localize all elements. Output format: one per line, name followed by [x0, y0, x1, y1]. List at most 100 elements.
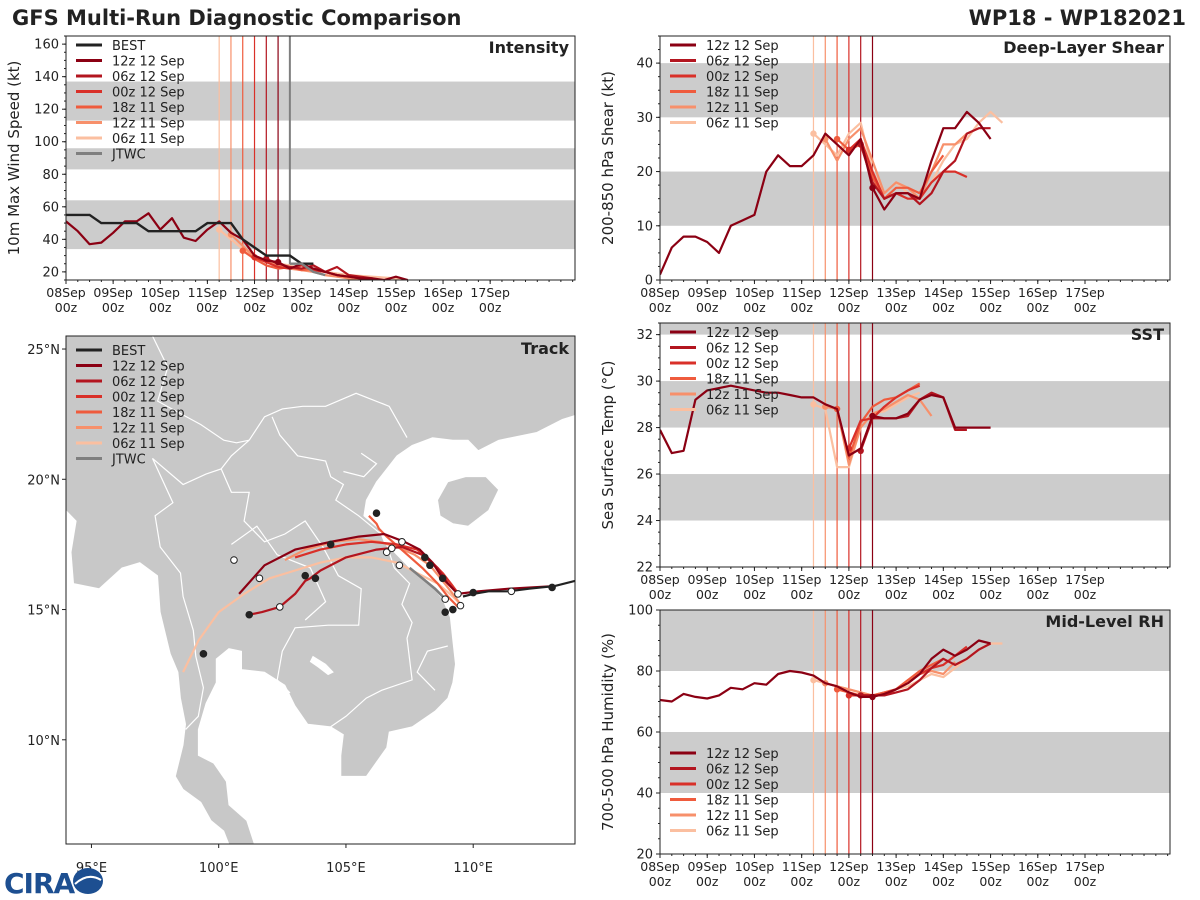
rh-xtick-day: 10Sep — [735, 859, 775, 874]
track-position-marker — [454, 590, 462, 598]
sst-xtick-day: 14Sep — [924, 572, 964, 587]
sst-legend-label: 12z 11 Sep — [706, 388, 779, 403]
shear-legend-label: 06z 11 Sep — [706, 117, 779, 132]
rh-xtick-day: 16Sep — [1018, 859, 1058, 874]
province-lines-3 — [416, 645, 448, 691]
sst-band-0 — [660, 474, 1170, 521]
shear-xtick-day: 15Sep — [971, 285, 1011, 300]
shear-series-1 — [859, 127, 991, 206]
intensity-title: Intensity — [489, 38, 570, 57]
sst-xtick-day: 11Sep — [782, 572, 822, 587]
shear-xtick-day: 12Sep — [829, 285, 869, 300]
intensity-ylabel: 10m Max Wind Speed (kt) — [5, 61, 23, 256]
intensity-band-0 — [66, 200, 575, 250]
rh-xtick-hour: 00z — [696, 874, 719, 889]
intensity-ytick-label: 160 — [34, 38, 59, 53]
track-position-marker — [398, 538, 406, 546]
shear-title: Deep-Layer Shear — [1003, 38, 1164, 57]
sst-ytick-label: 26 — [636, 468, 653, 483]
intensity-xtick-hour: 00z — [290, 300, 313, 315]
sst-xtick-hour: 00z — [885, 587, 908, 602]
shear-xtick-hour: 00z — [979, 300, 1002, 315]
sst-ytick-label: 24 — [636, 514, 653, 529]
track-legend-label: JTWC — [111, 453, 146, 468]
shear-xtick-day: 10Sep — [735, 285, 775, 300]
rh-title: Mid-Level RH — [1045, 612, 1164, 631]
rh-xtick-hour: 00z — [743, 874, 766, 889]
shear-ytick-label: 10 — [636, 219, 653, 234]
track-legend-label: 06z 11 Sep — [112, 437, 185, 452]
intensity-xtick-day: 16Sep — [423, 285, 463, 300]
intensity-jtwc-line — [289, 262, 326, 277]
cira-logo: CIRA — [4, 867, 103, 900]
track-lon-label: 110°E — [453, 861, 493, 876]
shear-series-2 — [848, 137, 968, 200]
rh-xtick-hour: 00z — [932, 874, 955, 889]
rh-legend-label: 12z 12 Sep — [706, 747, 779, 762]
shear-ytick-label: 40 — [636, 57, 653, 72]
sst-xtick-day: 15Sep — [971, 572, 1011, 587]
rh-xtick-day: 11Sep — [782, 859, 822, 874]
intensity-band-1 — [66, 148, 575, 170]
storm-id: WP18 - WP182021 — [968, 6, 1186, 30]
border-vietnam-laos-cambodia — [271, 416, 413, 728]
track-position-marker — [387, 544, 396, 553]
shear-init-dot-3 — [833, 135, 841, 143]
rh-ytick-label: 100 — [628, 604, 653, 619]
intensity-xtick-day: 14Sep — [329, 285, 369, 300]
sst-ytick-label: 28 — [636, 421, 653, 436]
track-panel: 95°E100°E105°E110°E10°N15°N20°N25°NTrack… — [27, 335, 576, 876]
sst-xtick-day: 17Sep — [1065, 572, 1105, 587]
intensity-legend-label: 18z 11 Sep — [112, 101, 185, 116]
rh-ytick-label: 20 — [636, 848, 653, 863]
intensity-xtick-hour: 00z — [479, 300, 502, 315]
sst-band-2 — [660, 323, 1170, 335]
intensity-init-dot-0 — [274, 258, 282, 266]
rh-ytick-label: 40 — [636, 787, 653, 802]
border-thailand-myanmar — [151, 458, 205, 730]
sst-frame — [659, 322, 1171, 568]
shear-xtick-day: 09Sep — [687, 285, 727, 300]
track-position-marker — [426, 561, 434, 570]
shear-xtick-day: 14Sep — [924, 285, 964, 300]
track-position-marker — [456, 601, 465, 610]
rh-legend-label: 12z 11 Sep — [706, 809, 779, 824]
track-lat-label: 25°N — [27, 343, 60, 358]
intensity-xtick-hour: 00z — [432, 300, 455, 315]
rh-legend-label: 06z 11 Sep — [706, 825, 779, 840]
rh-legend-label: 00z 12 Sep — [706, 778, 779, 793]
intensity-xtick-hour: 00z — [102, 300, 125, 315]
sst-series-2 — [847, 384, 921, 449]
intensity-legend-label: 06z 12 Sep — [112, 70, 185, 85]
shear-xtick-day: 13Sep — [876, 285, 916, 300]
intensity-ytick-label: 100 — [34, 135, 59, 150]
rh-xtick-day: 13Sep — [876, 859, 916, 874]
shear-ytick-label: 0 — [645, 274, 653, 289]
track-position-marker — [245, 610, 254, 619]
shear-legend-label: 00z 12 Sep — [706, 70, 779, 85]
shear-legend-label: 12z 11 Sep — [706, 101, 779, 116]
track-legend-label: 18z 11 Sep — [112, 406, 185, 421]
shear-ylabel: 200-850 hPa Shear (kt) — [599, 71, 617, 245]
sst-ytick-label: 22 — [636, 561, 653, 576]
track-legend-label: BEST — [112, 344, 145, 359]
sst-xtick-day: 08Sep — [640, 572, 680, 587]
intensity-xtick-day: 08Sep — [46, 285, 86, 300]
track-position-marker — [301, 571, 310, 580]
shear-ytick-label: 30 — [636, 111, 653, 126]
sst-series-group — [660, 382, 991, 469]
track-series-3 — [368, 515, 459, 608]
province-lines-1 — [231, 525, 327, 621]
sst-xtick-hour: 00z — [696, 587, 719, 602]
track-title: Track — [521, 339, 569, 358]
intensity-panel: 2040608010012014016008Sep00z09Sep00z10Se… — [5, 35, 576, 315]
intensity-xtick-hour: 00z — [55, 300, 78, 315]
rh-panel: 2040608010008Sep00z09Sep00z10Sep00z11Sep… — [599, 604, 1171, 889]
rh-legend-label: 06z 12 Sep — [706, 763, 779, 778]
shear-init-dot-0 — [869, 184, 876, 192]
track-lon-label: 100°E — [199, 861, 239, 876]
track-position-marker — [469, 588, 478, 597]
shear-xtick-hour: 00z — [885, 300, 908, 315]
